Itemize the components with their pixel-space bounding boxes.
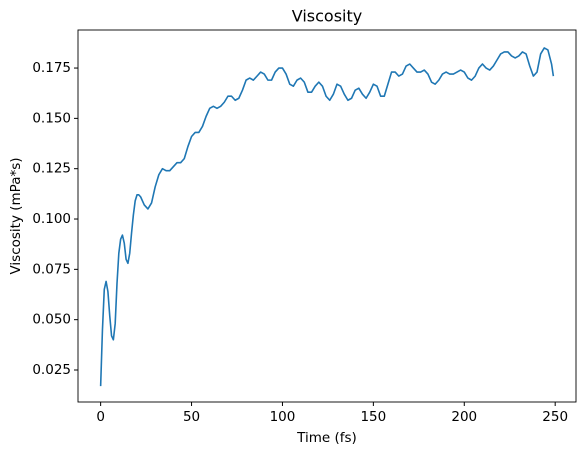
x-tick-label: 0: [96, 409, 105, 425]
x-axis-label: Time (fs): [296, 430, 357, 446]
y-axis-label: Viscosity (mPa*s): [8, 157, 24, 274]
y-tick-label: 0.100: [32, 211, 71, 227]
x-tick-label: 200: [451, 409, 477, 425]
chart-title: Viscosity: [292, 7, 362, 26]
y-tick-label: 0.150: [32, 110, 71, 126]
y-tick-label: 0.025: [32, 362, 71, 378]
y-tick-label: 0.125: [32, 161, 71, 177]
x-tick-label: 50: [183, 409, 200, 425]
y-tick-label: 0.050: [32, 312, 71, 328]
y-tick-label: 0.075: [32, 261, 71, 277]
x-tick-label: 150: [360, 409, 386, 425]
plot-frame: [77, 29, 577, 403]
y-tick-label: 0.175: [32, 60, 71, 76]
line: [99, 47, 555, 387]
x-tick-label: 250: [542, 409, 568, 425]
x-tick-label: 100: [270, 409, 296, 425]
